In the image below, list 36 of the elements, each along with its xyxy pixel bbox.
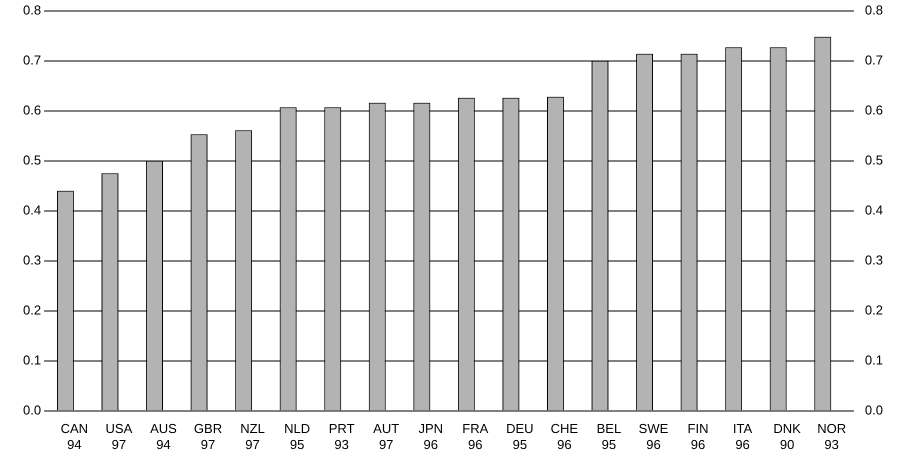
- y-tick-label: 0.3: [22, 252, 42, 268]
- y-tick-label: 0.0: [22, 402, 42, 418]
- y2-tick-label: 0.7: [864, 52, 884, 68]
- y-tick-label: 0.2: [22, 302, 42, 318]
- x-tick-label: AUT 97: [373, 421, 400, 452]
- y-tick-label: 0.1: [22, 352, 42, 368]
- y2-tick-label: 0.0: [864, 402, 884, 418]
- y2-tick-label: 0.8: [864, 2, 884, 18]
- y2-tick-label: 0.2: [864, 302, 884, 318]
- x-tick-label: BEL 95: [596, 421, 622, 452]
- x-tick-label: SWE 96: [638, 421, 669, 452]
- y-tick-label: 0.4: [22, 202, 42, 218]
- x-tick-label: CHE 96: [550, 421, 578, 452]
- x-tick-label: FIN 96: [688, 421, 708, 452]
- x-tick-label: NLD 95: [284, 421, 310, 452]
- x-tick-label: CAN 94: [60, 421, 88, 452]
- x-tick-label: DNK 90: [773, 421, 802, 452]
- x-tick-label: JPN 96: [418, 421, 444, 452]
- x-tick-label: DEU 95: [506, 421, 534, 452]
- y2-tick-label: 0.3: [864, 252, 884, 268]
- x-tick-label: FRA 96: [462, 421, 489, 452]
- y2-tick-label: 0.6: [864, 102, 884, 118]
- y-tick-label: 0.8: [22, 2, 42, 18]
- x-tick-label: USA 97: [106, 421, 133, 452]
- y2-tick-label: 0.1: [864, 352, 884, 368]
- x-tick-label: PRT 93: [328, 421, 355, 452]
- x-tick-label: GBR 97: [194, 421, 222, 452]
- y-tick-label: 0.6: [22, 102, 42, 118]
- y2-tick-label: 0.5: [864, 152, 884, 168]
- y-tick-label: 0.7: [22, 52, 42, 68]
- x-tick-label: NZL 97: [240, 421, 265, 452]
- x-tick-label: ITA 96: [732, 421, 753, 452]
- x-tick-label: AUS 94: [150, 421, 178, 452]
- x-tick-label: NOR 93: [817, 421, 846, 452]
- y-tick-label: 0.5: [22, 152, 42, 168]
- y2-tick-label: 0.4: [864, 202, 884, 218]
